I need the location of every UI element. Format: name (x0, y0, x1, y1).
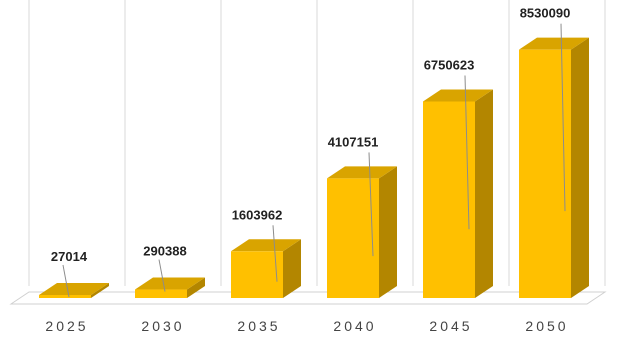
data-label: 4107151 (328, 134, 379, 149)
bar-top-face (327, 166, 397, 179)
data-label: 27014 (51, 249, 88, 264)
bar (135, 289, 187, 298)
x-tick-label: 2045 (429, 318, 472, 334)
bar-top-face (519, 37, 589, 50)
bar-side-face (571, 37, 589, 299)
bar (327, 178, 379, 298)
leader-line (62, 264, 70, 298)
data-label: 8530090 (520, 6, 571, 21)
bar (231, 251, 283, 298)
bar (519, 49, 571, 299)
bar (423, 101, 475, 298)
bar-top-face (231, 239, 301, 252)
bar-side-face (283, 239, 301, 298)
bar-top-face (423, 89, 493, 102)
chart-floor (9, 291, 607, 305)
data-label: 1603962 (232, 207, 283, 222)
leader-line (272, 225, 278, 282)
x-tick-label: 2025 (45, 318, 88, 334)
x-tick-label: 2040 (333, 318, 376, 334)
data-label: 6750623 (424, 57, 475, 72)
data-label: 290388 (143, 244, 186, 259)
leader-line (158, 259, 166, 292)
bar-side-face (475, 89, 493, 298)
leader-line (368, 152, 374, 257)
x-tick-label: 2035 (237, 318, 280, 334)
bar-side-face (187, 277, 205, 298)
leader-line (560, 23, 566, 212)
x-tick-label: 2030 (141, 318, 184, 334)
bar (39, 295, 91, 298)
bar-side-face (379, 166, 397, 298)
leader-line (464, 75, 470, 230)
bar-side-face (91, 283, 109, 298)
bar-top-face (135, 277, 205, 290)
bar-top-face (39, 283, 109, 295)
x-tick-label: 2050 (525, 318, 568, 334)
